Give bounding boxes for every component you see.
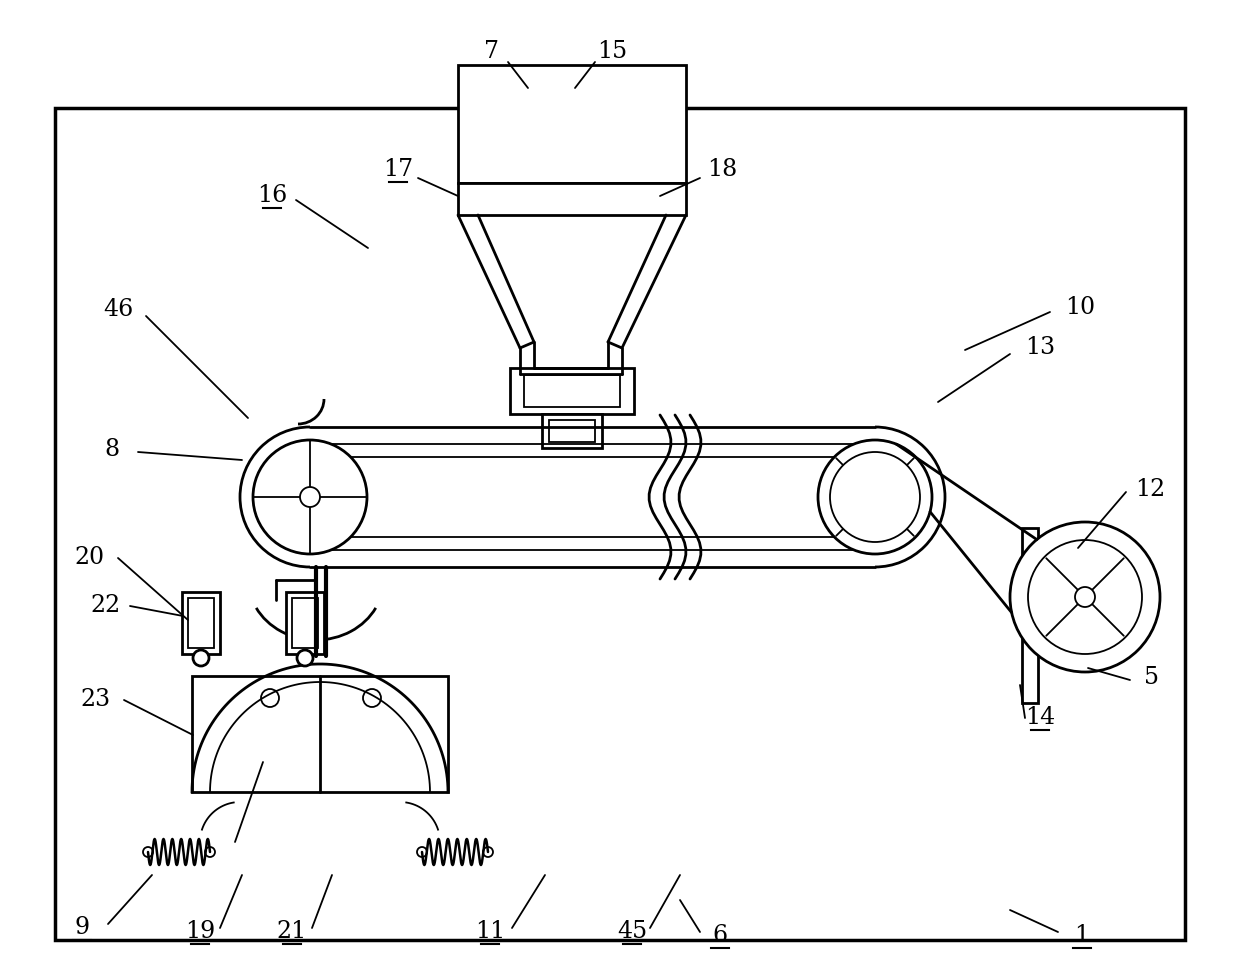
Bar	[549, 420, 595, 442]
Bar	[1022, 528, 1038, 703]
Bar	[510, 368, 634, 414]
Text: 9: 9	[74, 917, 89, 940]
Bar	[291, 598, 317, 648]
Circle shape	[1028, 540, 1142, 654]
Text: 18: 18	[707, 158, 737, 182]
Text: 10: 10	[1065, 296, 1095, 320]
Circle shape	[818, 440, 932, 554]
Text: 5: 5	[1145, 667, 1159, 689]
Bar	[458, 183, 686, 215]
Circle shape	[260, 689, 279, 707]
Circle shape	[143, 847, 153, 857]
Circle shape	[253, 440, 367, 554]
Text: 19: 19	[185, 920, 215, 944]
Text: 7: 7	[485, 41, 500, 63]
Bar	[192, 676, 448, 792]
Circle shape	[484, 847, 494, 857]
Text: 22: 22	[91, 595, 122, 617]
Circle shape	[864, 486, 887, 508]
Circle shape	[363, 689, 381, 707]
Text: 15: 15	[596, 41, 627, 63]
Text: 1: 1	[1074, 924, 1090, 948]
Circle shape	[1011, 522, 1159, 672]
Text: 6: 6	[713, 924, 728, 948]
Circle shape	[205, 847, 215, 857]
Circle shape	[298, 650, 312, 666]
Bar	[182, 592, 219, 654]
Text: 12: 12	[1135, 478, 1166, 502]
Text: 11: 11	[475, 920, 505, 944]
Text: 17: 17	[383, 158, 413, 182]
Bar	[525, 375, 620, 407]
Text: 8: 8	[104, 438, 119, 462]
Bar	[55, 108, 1185, 940]
Circle shape	[830, 452, 920, 542]
Circle shape	[300, 487, 320, 507]
Text: 23: 23	[81, 688, 112, 712]
Bar	[286, 592, 324, 654]
Bar	[458, 65, 686, 183]
Circle shape	[417, 847, 427, 857]
Text: 14: 14	[1025, 707, 1055, 730]
Text: 46: 46	[103, 298, 133, 322]
Text: 21: 21	[277, 920, 308, 944]
Text: 20: 20	[74, 546, 105, 570]
Bar	[188, 598, 215, 648]
Bar	[542, 414, 601, 448]
Text: 45: 45	[618, 920, 647, 944]
Text: 16: 16	[257, 185, 288, 207]
Circle shape	[1075, 587, 1095, 607]
Circle shape	[193, 650, 210, 666]
Text: 13: 13	[1025, 336, 1055, 360]
